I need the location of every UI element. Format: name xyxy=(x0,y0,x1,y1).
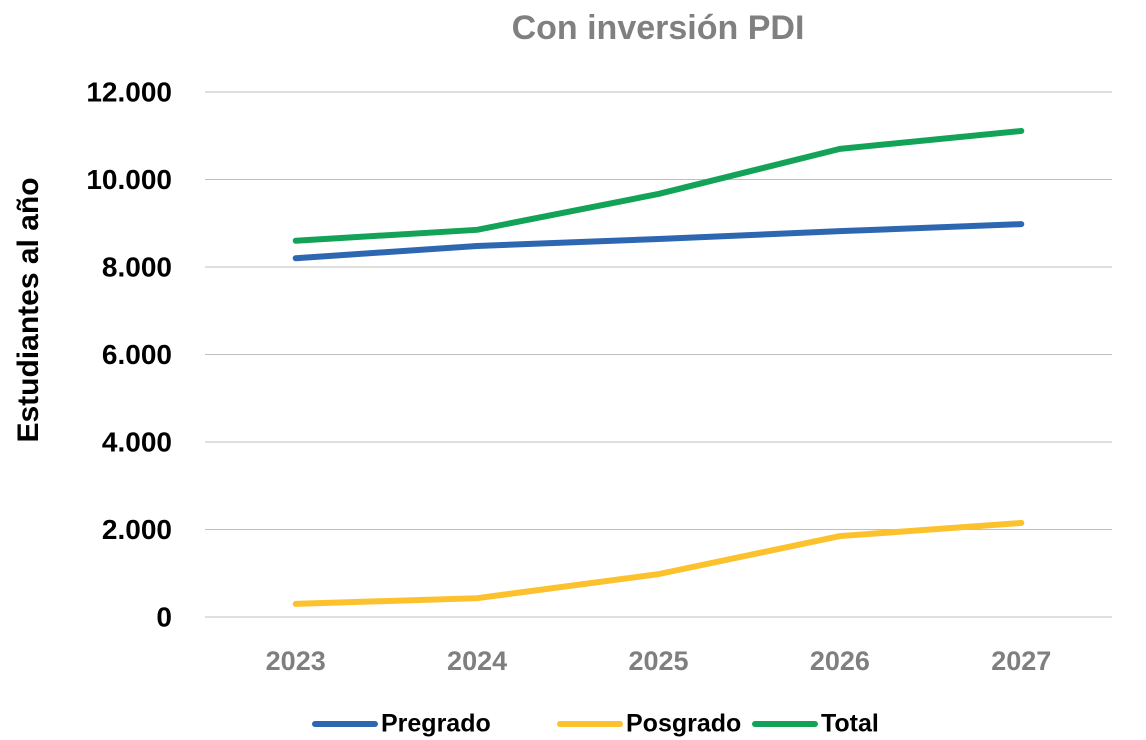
y-tick-label: 0 xyxy=(156,601,172,632)
y-tick-label: 12.000 xyxy=(86,76,172,107)
chart-title: Con inversión PDI xyxy=(512,9,805,47)
y-tick-label: 2.000 xyxy=(102,514,172,545)
legend-label: Total xyxy=(821,710,879,738)
x-tick-label: 2024 xyxy=(447,646,507,676)
x-tick-label: 2026 xyxy=(810,646,870,676)
y-tick-label: 8.000 xyxy=(102,251,172,282)
y-axis-label: Estudiantes al año xyxy=(12,177,45,442)
series-line xyxy=(292,519,1025,607)
y-tick-label: 10.000 xyxy=(86,164,172,195)
x-tick-label: 2025 xyxy=(628,646,688,676)
x-tick-label: 2027 xyxy=(991,646,1051,676)
x-tick-label: 2023 xyxy=(266,646,326,676)
series-line xyxy=(292,221,1025,262)
legend-label: Pregrado xyxy=(381,710,491,738)
y-tick-label: 4.000 xyxy=(102,426,172,457)
y-tick-label: 6.000 xyxy=(102,339,172,370)
legend-label: Posgrado xyxy=(626,710,741,738)
series-line xyxy=(292,127,1025,244)
